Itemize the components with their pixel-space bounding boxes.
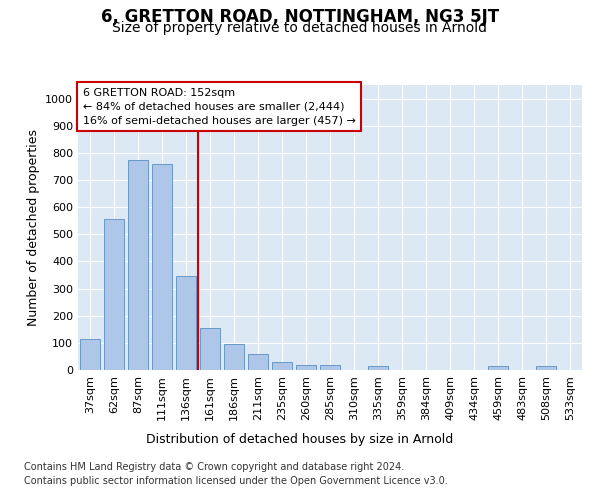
- Bar: [104, 220, 124, 370]
- Bar: [200, 328, 220, 370]
- Bar: [296, 364, 316, 370]
- Bar: [248, 354, 268, 370]
- Bar: [272, 362, 292, 370]
- Text: 6 GRETTON ROAD: 152sqm
← 84% of detached houses are smaller (2,444)
16% of semi-: 6 GRETTON ROAD: 152sqm ← 84% of detached…: [83, 88, 356, 126]
- Bar: [368, 366, 388, 370]
- Bar: [536, 366, 556, 370]
- Bar: [224, 344, 244, 370]
- Text: Contains HM Land Registry data © Crown copyright and database right 2024.: Contains HM Land Registry data © Crown c…: [24, 462, 404, 472]
- Bar: [488, 366, 508, 370]
- Text: Size of property relative to detached houses in Arnold: Size of property relative to detached ho…: [113, 21, 487, 35]
- Text: 6, GRETTON ROAD, NOTTINGHAM, NG3 5JT: 6, GRETTON ROAD, NOTTINGHAM, NG3 5JT: [101, 8, 499, 26]
- Text: Distribution of detached houses by size in Arnold: Distribution of detached houses by size …: [146, 432, 454, 446]
- Bar: [152, 164, 172, 370]
- Bar: [80, 340, 100, 370]
- Text: Contains public sector information licensed under the Open Government Licence v3: Contains public sector information licen…: [24, 476, 448, 486]
- Y-axis label: Number of detached properties: Number of detached properties: [26, 129, 40, 326]
- Bar: [176, 276, 196, 370]
- Bar: [128, 160, 148, 370]
- Bar: [320, 365, 340, 370]
